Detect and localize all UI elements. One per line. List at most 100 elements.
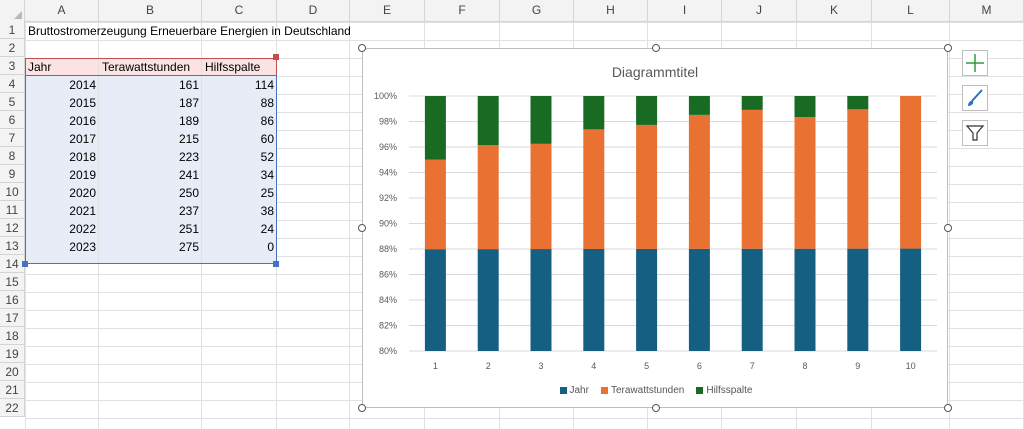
row-header-8[interactable]: 8 [0, 147, 24, 165]
row-header-7[interactable]: 7 [0, 129, 24, 147]
table-cell[interactable]: 0 [267, 240, 274, 254]
row-header-20[interactable]: 20 [0, 363, 24, 381]
row-header-9[interactable]: 9 [0, 165, 24, 183]
table-cell[interactable]: 2019 [69, 168, 96, 182]
column-header-f[interactable]: F [425, 0, 500, 21]
bar-jahr-7 [741, 248, 763, 351]
chart-filters-button[interactable] [962, 120, 988, 146]
table-cell[interactable]: 237 [178, 204, 199, 218]
chart-resize-handle[interactable] [358, 44, 366, 52]
table-cell[interactable]: 114 [254, 78, 274, 92]
row-header-18[interactable]: 18 [0, 327, 24, 345]
table-cell[interactable]: 241 [178, 168, 199, 182]
column-header-m[interactable]: M [950, 0, 1024, 21]
header-range-highlight [25, 58, 277, 76]
chart-resize-handle[interactable] [944, 44, 952, 52]
row-header-4[interactable]: 4 [0, 75, 24, 93]
y-tick-label: 96% [379, 142, 397, 152]
table-cell[interactable]: 223 [178, 150, 199, 164]
x-tick-label: 8 [802, 361, 807, 371]
chart-resize-handle[interactable] [358, 404, 366, 412]
x-tick-label: 2 [486, 361, 491, 371]
bar-hilfsspalte-4 [583, 96, 605, 130]
range-handle[interactable] [22, 261, 28, 267]
row-header-10[interactable]: 10 [0, 183, 24, 201]
table-header-cell[interactable]: Jahr [28, 60, 52, 74]
table-cell[interactable]: 215 [178, 132, 199, 146]
row-header-22[interactable]: 22 [0, 399, 24, 417]
chart-plot: Diagrammtitel 80% 82% 84% 86% 88% 90% 92% 94% 96%… [374, 64, 937, 371]
table-cell[interactable]: 2023 [69, 240, 96, 254]
table-header-cell[interactable]: Terawattstunden [102, 60, 191, 74]
legend-item-jahr[interactable]: Jahr [559, 385, 589, 396]
chart-resize-handle[interactable] [652, 44, 660, 52]
row-header-5[interactable]: 5 [0, 93, 24, 111]
column-header-c[interactable]: C [202, 0, 277, 21]
table-cell[interactable]: 52 [260, 150, 274, 164]
table-header-cell[interactable]: Hilfsspalte [205, 60, 261, 74]
row-header-1[interactable]: 1 [0, 21, 24, 39]
column-header-e[interactable]: E [350, 0, 425, 21]
table-cell[interactable]: 88 [260, 96, 274, 110]
column-header-d[interactable]: D [277, 0, 350, 21]
table-cell[interactable]: 24 [260, 222, 274, 236]
column-header-a[interactable]: A [25, 0, 99, 21]
select-all-corner[interactable] [0, 0, 25, 21]
chart-resize-handle[interactable] [652, 404, 660, 412]
row-header-11[interactable]: 11 [0, 201, 24, 219]
column-header-h[interactable]: H [574, 0, 648, 21]
row-header-6[interactable]: 6 [0, 111, 24, 129]
table-cell[interactable]: 2020 [69, 186, 96, 200]
chart-area[interactable]: Diagrammtitel 80% 82% 84% 86% 88% 90% 92% 94% 96%… [362, 48, 948, 408]
table-cell[interactable]: 2018 [69, 150, 96, 164]
row-header-17[interactable]: 17 [0, 309, 24, 327]
y-tick-label: 94% [379, 168, 397, 178]
table-cell[interactable]: 2014 [69, 78, 96, 92]
table-cell[interactable]: 161 [178, 78, 199, 92]
chart-resize-handle[interactable] [944, 224, 952, 232]
table-cell[interactable]: 25 [260, 186, 274, 200]
column-header-b[interactable]: B [99, 0, 202, 21]
column-header-j[interactable]: J [722, 0, 797, 21]
row-header-19[interactable]: 19 [0, 345, 24, 363]
table-cell[interactable]: 275 [178, 240, 199, 254]
row-header-12[interactable]: 12 [0, 219, 24, 237]
x-tick-label: 3 [538, 361, 543, 371]
table-cell[interactable]: 2016 [69, 114, 96, 128]
table-cell[interactable]: 187 [178, 96, 199, 110]
table-cell[interactable]: 2017 [69, 132, 96, 146]
column-header-g[interactable]: G [500, 0, 574, 21]
row-header-14[interactable]: 14 [0, 255, 24, 273]
row-header-3[interactable]: 3 [0, 57, 24, 75]
table-cell[interactable]: 250 [178, 186, 199, 200]
table-cell[interactable]: 86 [260, 114, 274, 128]
table-cell[interactable]: 60 [260, 132, 274, 146]
row-header-15[interactable]: 15 [0, 273, 24, 291]
table-cell[interactable]: 2022 [69, 222, 96, 236]
row-header-21[interactable]: 21 [0, 381, 24, 399]
legend-item-hilfsspalte[interactable]: Hilfsspalte [696, 385, 752, 396]
x-tick-label: 7 [750, 361, 755, 371]
chart-legend[interactable]: Jahr Terawattstunden Hilfsspalte [363, 385, 949, 396]
table-cell[interactable]: 251 [178, 222, 199, 236]
table-cell[interactable]: 2015 [69, 96, 96, 110]
row-header-13[interactable]: 13 [0, 237, 24, 255]
legend-item-terawattstunden[interactable]: Terawattstunden [600, 385, 684, 396]
bar-jahr-6 [688, 248, 710, 351]
row-header-2[interactable]: 2 [0, 39, 24, 57]
table-cell[interactable]: 38 [260, 204, 274, 218]
column-header-k[interactable]: K [797, 0, 872, 21]
table-cell[interactable]: 189 [178, 114, 199, 128]
sheet-title-cell[interactable]: Bruttostromerzeugung Erneuerbare Energie… [28, 24, 351, 38]
chart-resize-handle[interactable] [358, 224, 366, 232]
table-cell[interactable]: 34 [260, 168, 274, 182]
chart-elements-button[interactable] [962, 50, 988, 76]
range-handle[interactable] [273, 54, 279, 60]
row-header-16[interactable]: 16 [0, 291, 24, 309]
chart-resize-handle[interactable] [944, 404, 952, 412]
column-header-l[interactable]: L [872, 0, 950, 21]
table-cell[interactable]: 2021 [69, 204, 96, 218]
column-header-i[interactable]: I [648, 0, 722, 21]
range-handle[interactable] [273, 261, 279, 267]
chart-styles-button[interactable] [962, 85, 988, 111]
